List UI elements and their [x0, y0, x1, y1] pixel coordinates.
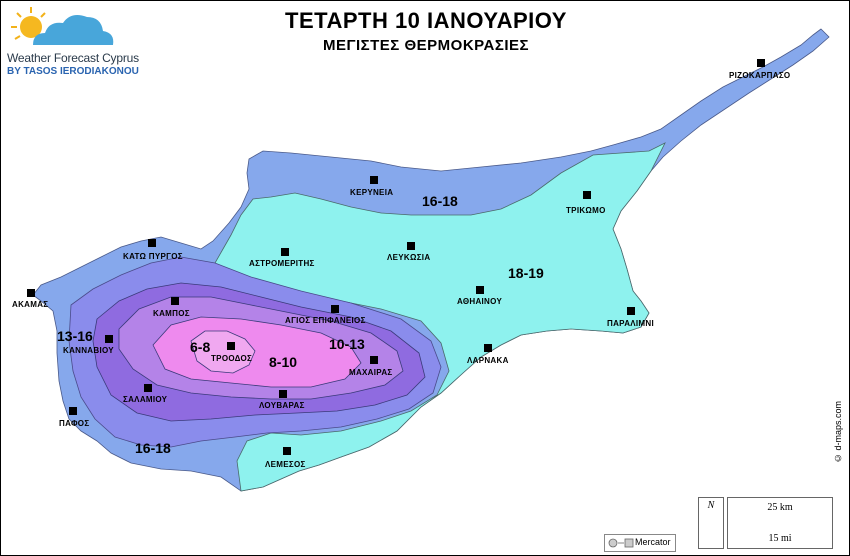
- logo: Weather Forecast Cyprus BY TASOS IERODIA…: [5, 5, 155, 77]
- label-paralimni: ΠΑΡΑΛΙΜΝΙ: [607, 319, 654, 328]
- label-trikomo: ΤΡΙΚΩΜΟ: [566, 206, 606, 215]
- marker-kannavioy: [105, 335, 113, 343]
- marker-athainou: [476, 286, 484, 294]
- marker-salamioy: [144, 384, 152, 392]
- label-akamas: ΑΚΑΜΑΣ: [12, 300, 48, 309]
- page-subtitle: ΜΕΓΙΣΤΕΣ ΘΕΡΜΟΚΡΑΣΙΕΣ: [322, 37, 530, 54]
- label-salamioy: ΣΑΛΑΜΙΟΥ: [123, 395, 168, 404]
- page-title: ΤΕΤΑΡΤΗ 10 ΙΑΝΟΥΑΡΙΟΥ: [285, 8, 567, 33]
- label-louvaras: ΛΟΥΒΑΡΑΣ: [259, 401, 305, 410]
- projection-icon: [608, 538, 634, 548]
- marker-machairas: [370, 356, 378, 364]
- zone-label-machairas: 10-13: [329, 336, 365, 352]
- zone-label-south: 16-18: [135, 440, 171, 456]
- label-kannavioy: ΚΑΝΝΑΒΙΟΥ: [63, 346, 114, 355]
- north-label: N: [707, 500, 715, 511]
- label-machairas: ΜΑΧΑΙΡΑΣ: [349, 368, 393, 377]
- projection-box: Mercator: [604, 534, 676, 552]
- label-astromeritis: ΑΣΤΡΟΜΕΡΙΤΗΣ: [249, 259, 315, 268]
- marker-pafos: [69, 407, 77, 415]
- logo-title: Weather Forecast Cyprus: [7, 51, 139, 65]
- scale-mi-label: 15 mi: [768, 533, 792, 544]
- logo-author: BY TASOS IERODIAKONOU: [7, 66, 139, 77]
- place-markers: [27, 59, 765, 455]
- marker-louvaras: [279, 390, 287, 398]
- label-lemesos: ΛΕΜΕΣΟΣ: [265, 460, 306, 469]
- marker-larnaka: [484, 344, 492, 352]
- label-lefkosia: ΛΕΥΚΩΣΙΑ: [387, 253, 430, 262]
- marker-paralimni: [627, 307, 635, 315]
- zone-label-core: 6-8: [190, 339, 210, 355]
- credit-text: © d-maps.com: [833, 401, 843, 464]
- marker-agios-epifanios: [331, 305, 339, 313]
- marker-rizokarpaso: [757, 59, 765, 67]
- projection-label: Mercator: [635, 537, 671, 547]
- marker-trikomo: [583, 191, 591, 199]
- marker-akamas: [27, 289, 35, 297]
- zone-label-north: 16-18: [422, 193, 458, 209]
- label-kato-pyrgos: ΚΑΤΩ ΠΥΡΓΟΣ: [123, 252, 183, 261]
- label-larnaka: ΛΑΡΝΑΚΑ: [467, 356, 509, 365]
- zone-core: [190, 330, 256, 374]
- label-rizokarpaso: ΡΙΖΟΚΑΡΠΑΣΟ: [729, 71, 790, 80]
- marker-kampos: [171, 297, 179, 305]
- marker-lemesos: [283, 447, 291, 455]
- label-athainou: ΑΘΗΑΙΝΟΥ: [457, 297, 502, 306]
- marker-kyreneia: [370, 176, 378, 184]
- sun-cloud-logo-icon: [11, 7, 114, 45]
- label-kampos: ΚΑΜΠΟΣ: [153, 309, 190, 318]
- label-pafos: ΠΑΦΟΣ: [59, 419, 89, 428]
- label-troodos: ΤΡΟΟΔΟΣ: [211, 354, 252, 363]
- marker-troodos: [227, 342, 235, 350]
- zone-label-east: 18-19: [508, 265, 544, 281]
- label-kyreneia: ΚΕΡΥΝΕΙΑ: [350, 188, 393, 197]
- scale-km-label: 25 km: [767, 502, 793, 513]
- marker-astromeritis: [281, 248, 289, 256]
- label-agios-epifanios: ΑΓΙΟΣ ΕΠΙΦΑΝΕΙΟΣ: [285, 316, 366, 325]
- zone-label-west: 13-16: [57, 328, 93, 344]
- north-arrow: N: [698, 497, 724, 549]
- scale-box: 25 km 15 mi: [727, 497, 833, 549]
- marker-lefkosia: [407, 242, 415, 250]
- marker-kato-pyrgos: [148, 239, 156, 247]
- zone-label-center: 8-10: [269, 354, 297, 370]
- zone-cyan: [214, 142, 666, 492]
